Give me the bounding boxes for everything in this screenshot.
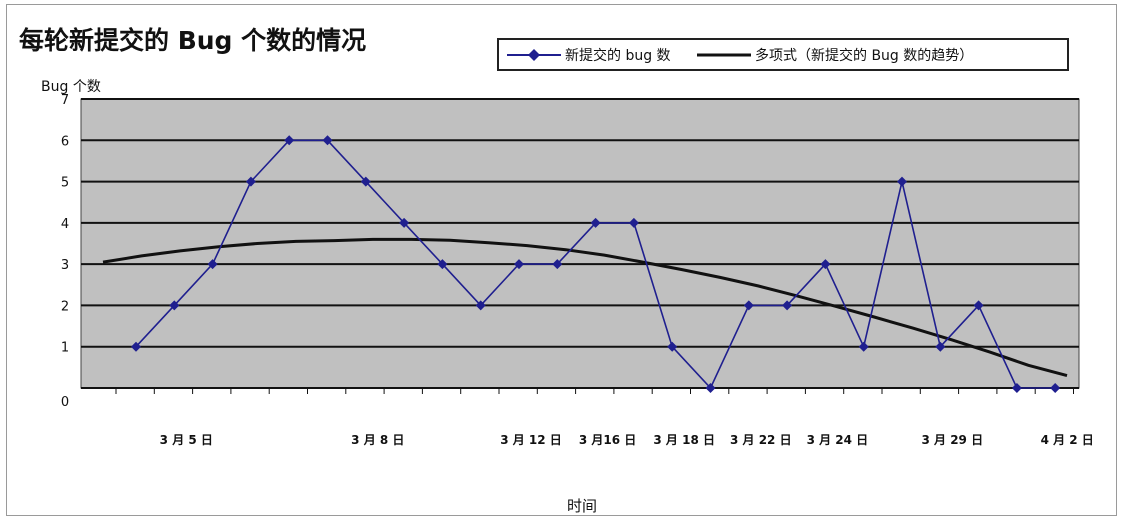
x-tick-label: 3 月 24 日 — [807, 433, 869, 447]
plot-area — [81, 99, 1079, 388]
y-tick-label: 5 — [61, 176, 69, 191]
x-axis-ticks: 3 月 5 日 3 月 8 日 3 月 12 日 3 月16 日 3 月 18 日 3 月… — [116, 388, 1094, 447]
y-tick-label: 4 — [61, 217, 69, 232]
x-tick-label: 4 月 2 日 — [1041, 433, 1094, 447]
x-tick-label: 3 月 5 日 — [160, 433, 213, 447]
x-axis-label: 时间 — [567, 497, 597, 515]
y-tick-label: 1 — [61, 341, 69, 356]
y-tick-label: 7 — [61, 93, 69, 108]
y-tick-label: 0 — [61, 395, 69, 410]
x-tick-label: 3 月 18 日 — [653, 433, 715, 447]
x-tick-label: 3 月16 日 — [579, 433, 636, 447]
y-axis-label: Bug 个数 — [41, 79, 101, 95]
y-tick-label: 3 — [61, 258, 69, 273]
y-tick-label: 6 — [61, 134, 69, 149]
x-tick-label: 3 月 29 日 — [922, 433, 984, 447]
x-tick-label: 3 月 12 日 — [500, 433, 562, 447]
x-tick-label: 3 月 22 日 — [730, 433, 792, 447]
y-axis-ticks: 0 1 2 3 4 5 6 7 — [61, 93, 69, 410]
chart-frame: 每轮新提交的 Bug 个数的情况 新提交的 bug 数 多项式（新提交的 Bug… — [6, 4, 1117, 516]
y-tick-label: 2 — [61, 299, 69, 314]
x-tick-label: 3 月 8 日 — [351, 433, 404, 447]
